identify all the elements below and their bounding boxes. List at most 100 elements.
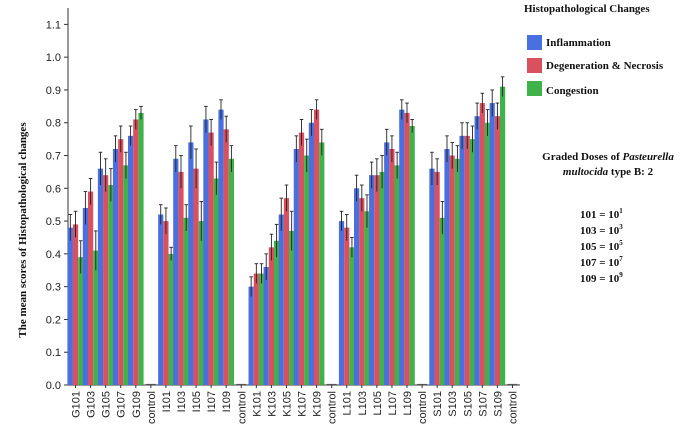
x-tick-label: control xyxy=(236,391,248,424)
bar-degeneration-necrosis-k109 xyxy=(314,109,320,385)
bar-degeneration-necrosis-l105 xyxy=(374,175,380,385)
bar-inflammation-s107 xyxy=(474,116,480,386)
y-tick-label: 0.8 xyxy=(46,118,61,130)
bar-inflammation-i101 xyxy=(158,214,164,385)
dose-line: 109 = 109 xyxy=(580,271,623,285)
bar-degeneration-necrosis-g101 xyxy=(72,224,79,385)
bar-degeneration-necrosis-i107 xyxy=(208,132,214,385)
x-tick-label: S107 xyxy=(477,391,489,417)
annotation-heading-line-1: Graded Doses of Pasteurella xyxy=(542,151,674,163)
x-tick-label: L101 xyxy=(342,391,354,415)
bar-degeneration-necrosis-l107 xyxy=(389,148,395,385)
bar-congestion-s105 xyxy=(469,139,476,385)
bar-congestion-g103 xyxy=(93,250,99,385)
bar-inflammation-k101 xyxy=(248,286,254,385)
x-tick-label: I109 xyxy=(221,391,233,412)
x-tick-label: K107 xyxy=(297,391,309,417)
x-tick-label: control xyxy=(327,391,339,424)
bar-inflammation-i105 xyxy=(188,142,194,385)
bar-congestion-i105 xyxy=(198,221,204,385)
x-tick-label: K103 xyxy=(266,391,278,417)
y-tick-label: 0.2 xyxy=(46,314,61,326)
annotation-heading-line-2: multocida type B: 2 xyxy=(563,166,654,178)
x-tick-label: G107 xyxy=(116,391,128,418)
bar-degeneration-necrosis-i103 xyxy=(178,171,184,385)
legend-swatch-inflammation xyxy=(527,35,542,50)
y-tick-label: 0.6 xyxy=(46,183,61,195)
x-tick-label: control xyxy=(507,391,519,424)
bar-inflammation-s101 xyxy=(429,168,435,385)
x-tick-label: K109 xyxy=(312,391,324,417)
bar-degeneration-necrosis-g105 xyxy=(103,175,109,385)
legend-swatch-congestion xyxy=(527,81,542,96)
y-tick-label: 0.5 xyxy=(46,216,61,228)
bar-degeneration-necrosis-s109 xyxy=(494,116,500,386)
bar-inflammation-l109 xyxy=(399,109,405,385)
bar-inflammation-i109 xyxy=(218,109,224,385)
bar-degeneration-necrosis-s103 xyxy=(449,155,455,385)
bar-congestion-l105 xyxy=(379,171,385,385)
y-tick-label: 0.3 xyxy=(46,282,61,294)
bar-inflammation-l105 xyxy=(369,175,375,385)
bar-congestion-i103 xyxy=(183,217,189,385)
bar-degeneration-necrosis-g109 xyxy=(133,119,139,386)
x-tick-label: K101 xyxy=(251,391,263,417)
bar-congestion-g105 xyxy=(108,185,114,385)
bar-congestion-g107 xyxy=(123,165,129,385)
bar-congestion-l107 xyxy=(394,165,400,385)
bar-degeneration-necrosis-i105 xyxy=(193,168,199,385)
bar-degeneration-necrosis-k105 xyxy=(283,198,290,385)
bar-congestion-s103 xyxy=(454,158,460,385)
x-tick-label: L109 xyxy=(402,391,414,415)
y-tick-label: 0.0 xyxy=(46,380,61,392)
bar-inflammation-g101 xyxy=(67,227,73,385)
bar-congestion-s107 xyxy=(484,122,491,386)
dose-line: 103 = 103 xyxy=(580,223,623,237)
x-tick-label: L107 xyxy=(387,391,399,415)
bar-congestion-g101 xyxy=(78,257,84,385)
x-tick-label: G109 xyxy=(131,391,143,418)
bar-inflammation-s109 xyxy=(489,103,495,385)
bar-congestion-l109 xyxy=(409,126,415,386)
x-tick-label: I107 xyxy=(206,391,218,412)
bar-degeneration-necrosis-i109 xyxy=(223,129,229,385)
dose-line: 107 = 107 xyxy=(580,255,623,269)
bar-congestion-i107 xyxy=(213,178,219,385)
bar-congestion-g109 xyxy=(138,112,144,386)
legend-label-inflammation: Inflammation xyxy=(546,37,611,49)
bar-degeneration-necrosis-k101 xyxy=(253,273,259,385)
x-tick-label: K105 xyxy=(281,391,293,417)
legend-title: Histopathological Changes xyxy=(524,3,650,15)
dose-list: 101 = 101 103 = 103 105 = 105 107 = 107 109 … xyxy=(580,207,623,285)
y-tick-label: 0.7 xyxy=(46,151,61,163)
bar-inflammation-k109 xyxy=(308,122,314,386)
dose-annotation: Graded Doses of Pasteurella multocida ty… xyxy=(542,151,674,285)
y-axis-ticks: 0.0 0.1 0.2 0.3 0.4 0.5 0.6 0.7 0.8 0.9 1.0 1.1 xyxy=(46,19,68,392)
x-tick-label: L103 xyxy=(357,391,369,415)
x-axis-ticks: G101 G103 G105 G107 G109 control I101 I103 I105 I… xyxy=(71,385,519,424)
y-tick-label: 0.1 xyxy=(46,347,61,359)
dose-line: 105 = 105 xyxy=(580,239,623,253)
x-tick-label: L105 xyxy=(372,391,384,415)
x-tick-label: control xyxy=(146,391,158,424)
bar-degeneration-necrosis-i101 xyxy=(163,221,169,385)
x-tick-label: I105 xyxy=(191,391,203,412)
x-tick-label: G105 xyxy=(101,391,113,418)
legend: Histopathological Changes Inflammation D… xyxy=(524,3,664,97)
legend-swatch-degeneration xyxy=(527,58,542,73)
x-tick-label: S109 xyxy=(492,391,504,417)
bar-degeneration-necrosis-g103 xyxy=(88,191,94,385)
bar-inflammation-s105 xyxy=(459,135,465,385)
bar-degeneration-necrosis-s105 xyxy=(464,135,470,385)
bar-degeneration-necrosis-k107 xyxy=(298,132,305,385)
bar-inflammation-g105 xyxy=(97,168,104,385)
bar-inflammation-l101 xyxy=(338,221,345,385)
bar-congestion-k101 xyxy=(258,273,265,385)
bar-inflammation-g107 xyxy=(112,148,119,385)
bar-congestion-k105 xyxy=(289,230,295,385)
y-tick-label: 0.4 xyxy=(46,249,61,261)
bar-inflammation-l107 xyxy=(384,142,390,385)
bar-congestion-k103 xyxy=(274,240,280,385)
y-tick-label: 1.0 xyxy=(46,52,61,64)
x-tick-label: G103 xyxy=(86,391,98,418)
